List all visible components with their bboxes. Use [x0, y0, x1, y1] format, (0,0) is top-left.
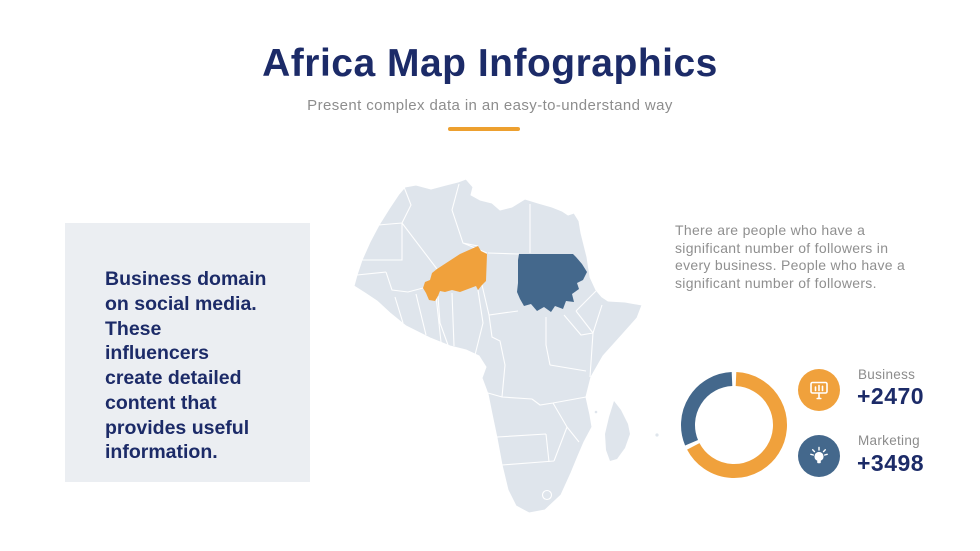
lightbulb-icon [810, 446, 828, 464]
business-stat-value: +2470 [857, 383, 925, 409]
lesotho-border [541, 489, 553, 501]
business-stat-icon [798, 369, 840, 411]
left-panel-text: Business domain on social media. These i… [105, 268, 267, 464]
country-niger [423, 246, 487, 301]
donut-chart [681, 372, 787, 478]
island-madagascar [605, 401, 630, 461]
marketing-stat-value: +3498 [857, 450, 925, 476]
small-island-dot [655, 433, 659, 437]
business-stat-label: Business [858, 367, 916, 382]
comoros-island-dot [594, 410, 598, 414]
page-title: Africa Map Infographics [262, 42, 718, 85]
title-divider [448, 127, 520, 131]
donut-segment-marketing [681, 372, 733, 446]
page-subtitle: Present complex data in an easy-to-under… [307, 97, 673, 114]
donut-segment-business [687, 372, 787, 478]
marketing-stat-icon [798, 435, 840, 477]
africa-continent [353, 178, 643, 514]
country-sudan [517, 254, 587, 312]
donut-segments [681, 372, 787, 478]
africa-map [353, 178, 659, 514]
right-description-text: There are people who have a significant … [675, 222, 906, 291]
presentation-board-icon [810, 381, 828, 400]
marketing-stat-label: Marketing [858, 433, 920, 448]
left-info-panel: Business domain on social media. These i… [65, 223, 310, 482]
